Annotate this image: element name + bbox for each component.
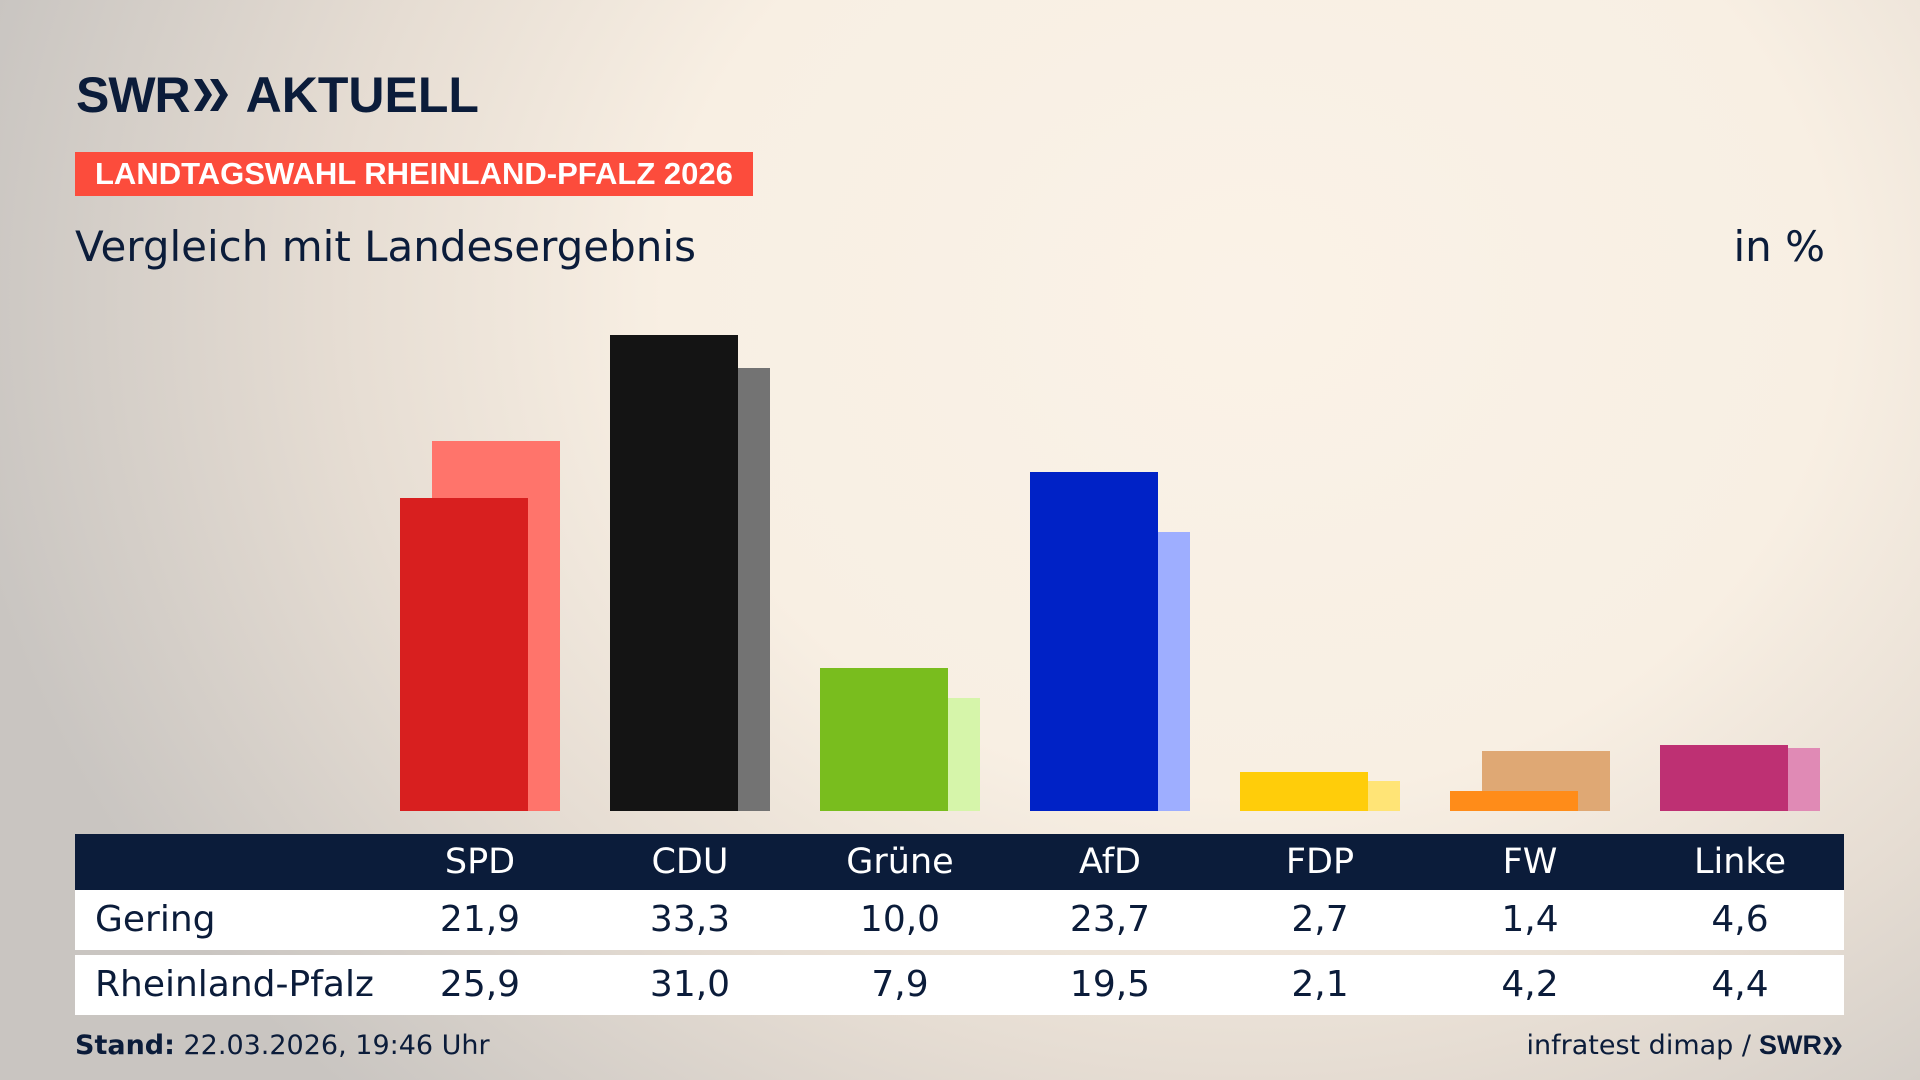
source: infratest dimap / SWR xyxy=(1526,1030,1844,1061)
column-header-cdu: CDU xyxy=(651,842,729,882)
value-cell: 31,0 xyxy=(649,964,731,1005)
column-header-fdp: FDP xyxy=(1285,842,1355,882)
bar-fw-gering xyxy=(1450,790,1578,811)
logo-swr: SWR xyxy=(76,67,191,123)
stand-value: 22.03.2026, 19:46 Uhr xyxy=(174,1030,490,1061)
double-chevron-icon xyxy=(193,79,228,111)
unit-label: in % xyxy=(1733,222,1825,271)
timestamp: Stand: 22.03.2026, 19:46 Uhr xyxy=(75,1030,490,1061)
column-header-grüne: Grüne xyxy=(846,842,954,882)
column-header-fw: FW xyxy=(1502,842,1558,882)
value-cell: 33,3 xyxy=(649,899,731,940)
column-header-linke: Linke xyxy=(1694,842,1786,882)
value-cell: 4,6 xyxy=(1711,899,1769,940)
bar-cdu-gering xyxy=(610,335,738,811)
column-header-afd: AfD xyxy=(1079,842,1141,882)
column-header-spd: SPD xyxy=(444,842,516,882)
stand-label: Stand: xyxy=(75,1030,175,1061)
double-chevron-icon xyxy=(1823,1036,1842,1055)
swr-aktuell-logo: SWR AKTUELL xyxy=(76,66,479,124)
table-row: Rheinland-Pfalz 25,9 31,0 7,9 19,5 2,1 4,2 4,4 xyxy=(75,955,1844,1015)
value-cell: 2,7 xyxy=(1291,899,1349,940)
bar-linke-gering xyxy=(1660,745,1788,811)
chart-title: Vergleich mit Landesergebnis xyxy=(75,222,696,271)
value-cell: 4,2 xyxy=(1501,964,1559,1005)
value-cell: 10,0 xyxy=(859,899,941,940)
value-cell: 2,1 xyxy=(1291,964,1349,1005)
bar-grüne-gering xyxy=(820,668,948,811)
source-text: infratest dimap / xyxy=(1526,1030,1751,1061)
value-cell: 21,9 xyxy=(439,899,521,940)
value-cell: 7,9 xyxy=(871,964,929,1005)
bar-fdp-gering xyxy=(1240,772,1368,811)
value-cell: 4,4 xyxy=(1711,964,1769,1005)
table-header: SPD CDU Grüne AfD FDP FW Linke xyxy=(75,834,1844,890)
election-badge: LANDTAGSWAHL RHEINLAND-PFALZ 2026 xyxy=(75,152,753,196)
value-cell: 23,7 xyxy=(1069,899,1151,940)
row-label: Rheinland-Pfalz xyxy=(95,964,374,1005)
bar-afd-gering xyxy=(1030,472,1158,811)
bar-spd-gering xyxy=(400,497,528,811)
value-cell: 1,4 xyxy=(1501,899,1559,940)
source-logo: SWR xyxy=(1759,1030,1822,1060)
value-cell: 19,5 xyxy=(1069,964,1151,1005)
logo-aktuell: AKTUELL xyxy=(245,67,479,123)
value-cell: 25,9 xyxy=(439,964,521,1005)
row-label: Gering xyxy=(95,899,216,940)
table-row: Gering 21,9 33,3 10,0 23,7 2,7 1,4 4,6 xyxy=(75,890,1844,950)
